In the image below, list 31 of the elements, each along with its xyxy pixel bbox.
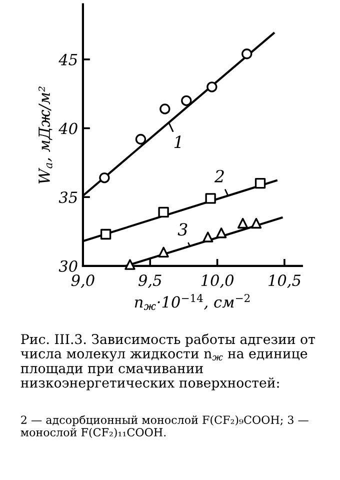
y-tick-label: 45 [58,54,78,66]
y-tick-label: 40 [58,122,78,134]
legend-label: 1 [174,136,181,148]
point [237,218,248,229]
point [135,134,146,145]
x-tick-label: 10,0 [201,274,234,288]
y-tick-label: 35 [58,192,78,204]
y-axis-title: W$_{a}$, мДж/м² [38,86,52,184]
text: Рис. III.3. Зависимость работы адгезии от числа молекул жидкости n$_{ж}$ на единице площади при смачивании низкоэнергетических поверхностей: [20,334,315,390]
y-tick-label: 30 [58,260,78,272]
point [100,228,112,240]
point [202,232,214,242]
point [250,218,262,229]
point [181,95,192,106]
point [205,193,216,204]
x-axis-title: n$_{ж}$·10$^{−14}$, см$^{−2}$ [134,294,250,310]
point [160,104,170,114]
series-label: 2 [214,170,224,182]
point [216,228,227,238]
x-tick-label: 9,0 [71,274,94,288]
point [206,82,218,92]
point [99,172,110,184]
x-tick-label: 10,5 [268,274,301,288]
point [124,259,136,270]
point [158,206,169,218]
point [158,246,169,258]
point [254,178,266,189]
x-tick-label: 9,5 [138,274,162,288]
text: 2 — адсорбционный монослой F(CF₂)₉COOH; 3 — монослой F(CF₂)₁₁COOH. [20,415,308,438]
series-label: 3 [178,223,188,236]
point [242,48,252,60]
